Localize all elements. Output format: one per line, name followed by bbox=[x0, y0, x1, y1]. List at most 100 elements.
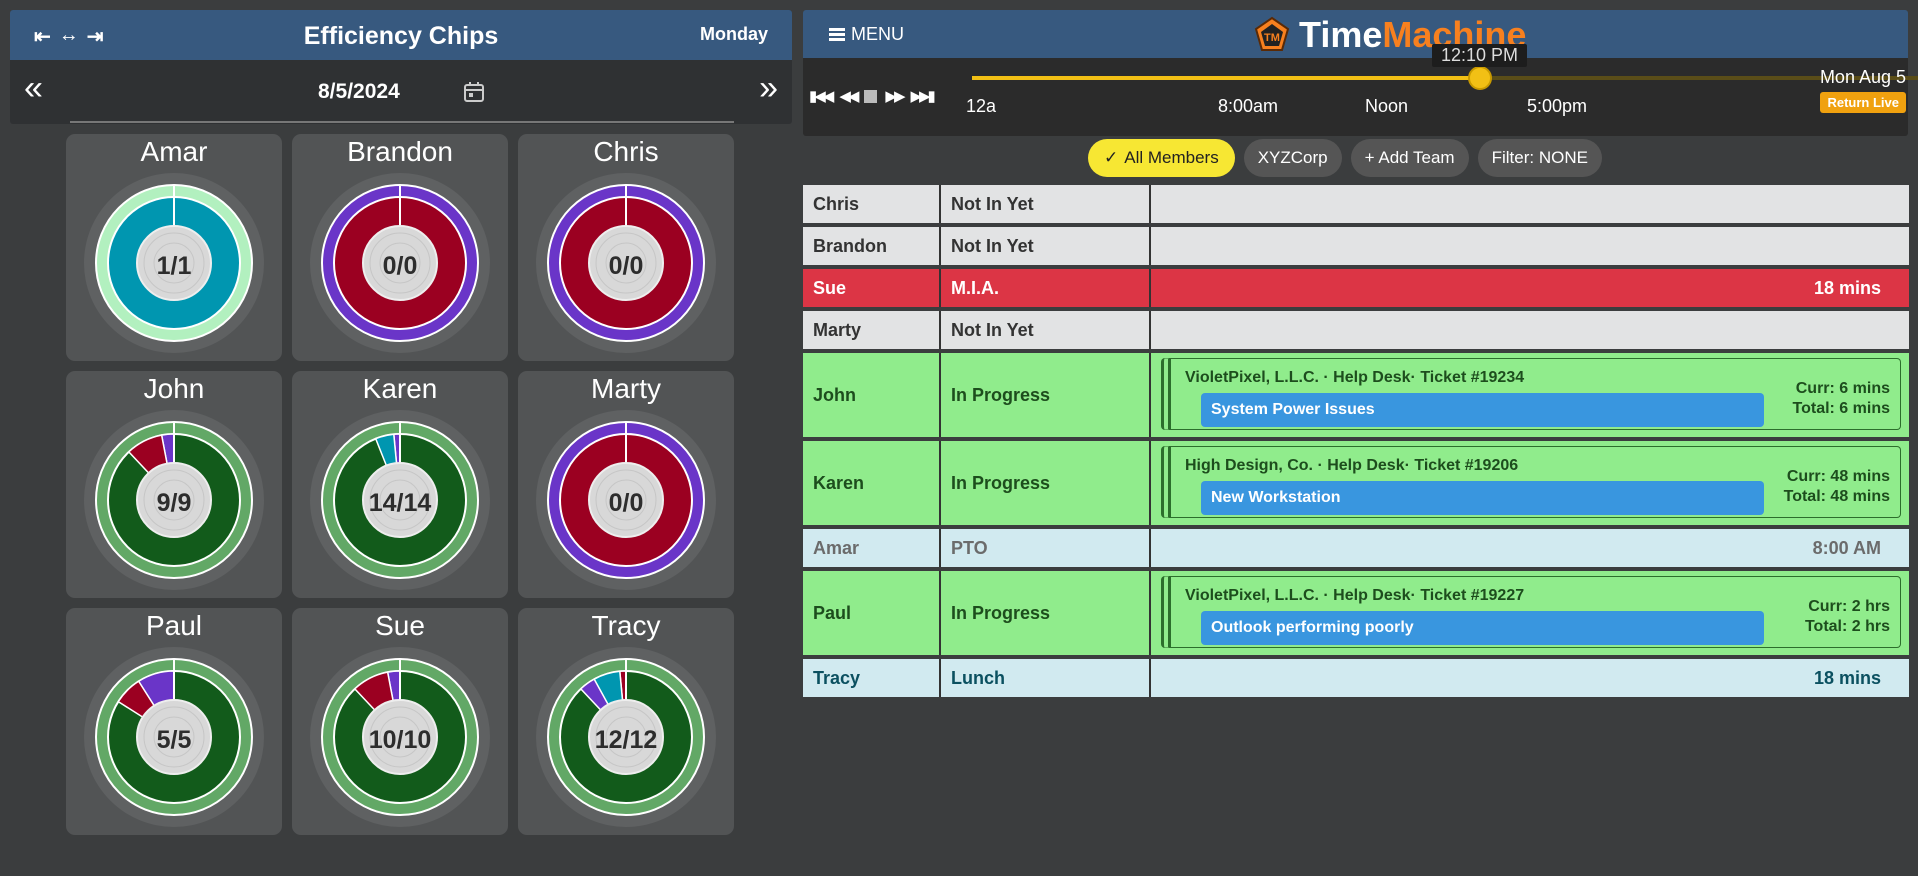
donut-center-texture bbox=[153, 479, 195, 521]
skip-to-end-icon[interactable]: ▶▶▮ bbox=[910, 88, 935, 105]
expand-icon[interactable]: ↔ bbox=[58, 24, 79, 46]
timeline-date: Mon Aug 5 bbox=[1819, 67, 1906, 87]
efficiency-donut bbox=[536, 647, 716, 827]
all-members-filter[interactable]: ✓ All Members bbox=[1088, 139, 1235, 177]
brand-time: Time bbox=[1299, 14, 1383, 55]
time-machine-panel: MENU TM Time Machine ▮◀◀ ◀◀ ▶▶ ▶▶▮ bbox=[803, 10, 1908, 136]
chip-name: John bbox=[143, 373, 205, 404]
time-machine-logo-icon: TM bbox=[1254, 16, 1290, 51]
donut-center-texture bbox=[595, 706, 657, 768]
roster-row-paul[interactable]: Paul In Progress VioletPixel, L.L.C. · Hel… bbox=[803, 571, 1909, 655]
member-activity bbox=[1151, 185, 1909, 223]
calendar-icon[interactable] bbox=[462, 80, 486, 104]
member-status: In Progress bbox=[939, 441, 1151, 525]
hamburger-icon bbox=[829, 28, 845, 41]
timeline-track[interactable] bbox=[972, 66, 1918, 90]
chip-score: 5/5 bbox=[156, 726, 192, 754]
efficiency-chip-tracy[interactable]: Tracy 12/12 bbox=[518, 608, 734, 835]
efficiency-chip-paul[interactable]: Paul 5/5 bbox=[66, 608, 282, 835]
member-name: Brandon bbox=[813, 235, 887, 256]
ticket-title: High Design, Co. · Help Desk· Ticket #19… bbox=[1185, 457, 1519, 474]
next-day-button[interactable]: » bbox=[759, 69, 778, 107]
member-name: John bbox=[813, 384, 856, 405]
roster-row-john[interactable]: John In Progress VioletPixel, L.L.C. · Hel… bbox=[803, 353, 1909, 437]
roster-row-karen[interactable]: Karen In Progress High Design, Co. · Help … bbox=[803, 441, 1909, 525]
donut-center-texture bbox=[153, 242, 195, 284]
ticket-subject[interactable]: Outlook performing poorly bbox=[1201, 611, 1764, 645]
roster-row-tracy[interactable]: Tracy Lunch 18 mins bbox=[803, 659, 1909, 697]
roster-row-marty[interactable]: Marty Not In Yet bbox=[803, 311, 1909, 349]
chip-name: Paul bbox=[145, 610, 203, 641]
return-live-button[interactable]: Return Live bbox=[1820, 92, 1906, 113]
previous-day-button[interactable]: « bbox=[24, 69, 43, 107]
donut-center bbox=[588, 699, 664, 775]
chip-score: 0/0 bbox=[382, 252, 418, 280]
efficiency-panel: ⇤ ↔ ⇥ Efficiency Chips Monday « 8/5/2024… bbox=[10, 10, 792, 124]
current-time-label: 12:10 PM bbox=[1432, 44, 1528, 67]
donut-center-texture bbox=[595, 232, 657, 294]
collapse-left-icon[interactable]: ⇤ bbox=[34, 26, 51, 48]
rewind-icon[interactable]: ◀◀ bbox=[839, 88, 859, 105]
add-team-button[interactable]: + Add Team bbox=[1350, 139, 1469, 177]
ticket-card[interactable]: VioletPixel, L.L.C. · Help Desk· Ticket … bbox=[1161, 576, 1901, 648]
donut-center bbox=[136, 462, 212, 538]
efficiency-donut bbox=[310, 173, 490, 353]
skip-to-start-icon[interactable]: ▮◀◀ bbox=[809, 88, 834, 105]
current-time-spent: Curr: 6 mins bbox=[1795, 380, 1890, 397]
donut-center-texture bbox=[605, 716, 647, 758]
chip-score: 0/0 bbox=[608, 252, 644, 280]
efficiency-chip-karen[interactable]: Karen 14/14 bbox=[292, 371, 508, 598]
efficiency-chip-chris[interactable]: Chris 0/0 bbox=[518, 134, 734, 361]
filter-dropdown[interactable]: Filter: NONE bbox=[1477, 139, 1602, 177]
donut-center-texture bbox=[379, 479, 421, 521]
roster-row-amar[interactable]: Amar PTO 8:00 AM bbox=[803, 529, 1909, 567]
chips-grid: Amar 1/1 Brandon 0/0 Chris 0/0 John 9/9 Karen 14/… bbox=[66, 134, 736, 835]
team-filter-xyzcorp[interactable]: XYZCorp bbox=[1243, 139, 1342, 177]
collapse-right-icon[interactable]: ⇥ bbox=[86, 26, 104, 48]
tick-label: 5:00pm bbox=[1527, 96, 1588, 116]
chip-name: Chris bbox=[593, 136, 659, 167]
stop-icon[interactable] bbox=[864, 89, 878, 103]
roster-row-sue[interactable]: Sue M.I.A. 18 mins bbox=[803, 269, 1909, 307]
efficiency-chip-john[interactable]: John 9/9 bbox=[66, 371, 282, 598]
filter-bar: ✓ All Members XYZCorp + Add Team Filter:… bbox=[1088, 139, 1602, 177]
checkmark-icon: ✓ bbox=[1104, 148, 1119, 167]
timeline: ▮◀◀ ◀◀ ▶▶ ▶▶▮ bbox=[803, 58, 1908, 136]
ticket-card[interactable]: VioletPixel, L.L.C. · Help Desk· Ticket … bbox=[1161, 358, 1901, 430]
chip-score: 10/10 bbox=[368, 726, 432, 754]
efficiency-chip-marty[interactable]: Marty 0/0 bbox=[518, 371, 734, 598]
panel-title: Efficiency Chips bbox=[303, 22, 499, 50]
roster-row-chris[interactable]: Chris Not In Yet bbox=[803, 185, 1909, 223]
chip-name: Karen bbox=[362, 373, 438, 404]
member-name: Marty bbox=[813, 319, 862, 340]
member-status: Not In Yet bbox=[939, 227, 1151, 265]
donut-center-texture bbox=[379, 242, 421, 284]
roster-row-brandon[interactable]: Brandon Not In Yet bbox=[803, 227, 1909, 265]
chip-name: Tracy bbox=[591, 610, 661, 641]
efficiency-donut bbox=[84, 173, 264, 353]
member-status: Not In Yet bbox=[939, 185, 1151, 223]
donut-center-texture bbox=[143, 232, 205, 294]
menu-button[interactable]: MENU bbox=[829, 24, 904, 45]
donut-center bbox=[136, 699, 212, 775]
chip-score: 1/1 bbox=[156, 252, 192, 280]
efficiency-chip-brandon[interactable]: Brandon 0/0 bbox=[292, 134, 508, 361]
ticket-subject[interactable]: System Power Issues bbox=[1201, 393, 1764, 427]
tick-label: 8:00am bbox=[1218, 96, 1279, 116]
efficiency-chip-amar[interactable]: Amar 1/1 bbox=[66, 134, 282, 361]
playback-controls: ▮◀◀ ◀◀ ▶▶ ▶▶▮ bbox=[809, 87, 936, 105]
fast-forward-icon[interactable]: ▶▶ bbox=[885, 88, 905, 105]
efficiency-chip-sue[interactable]: Sue 10/10 bbox=[292, 608, 508, 835]
member-name: Sue bbox=[813, 277, 847, 298]
donut-center-texture bbox=[605, 242, 647, 284]
donut-center bbox=[362, 225, 438, 301]
total-time-spent: Total: 6 mins bbox=[1792, 400, 1891, 417]
donut-center-texture bbox=[369, 232, 431, 294]
timeline-progress bbox=[972, 76, 1480, 80]
ticket-card[interactable]: High Design, Co. · Help Desk· Ticket #19… bbox=[1161, 446, 1901, 518]
tick-label: 12a bbox=[966, 96, 997, 116]
efficiency-donut bbox=[310, 647, 490, 827]
ticket-subject[interactable]: New Workstation bbox=[1201, 481, 1764, 515]
member-status: In Progress bbox=[939, 353, 1151, 437]
timeline-handle[interactable] bbox=[1468, 66, 1492, 90]
